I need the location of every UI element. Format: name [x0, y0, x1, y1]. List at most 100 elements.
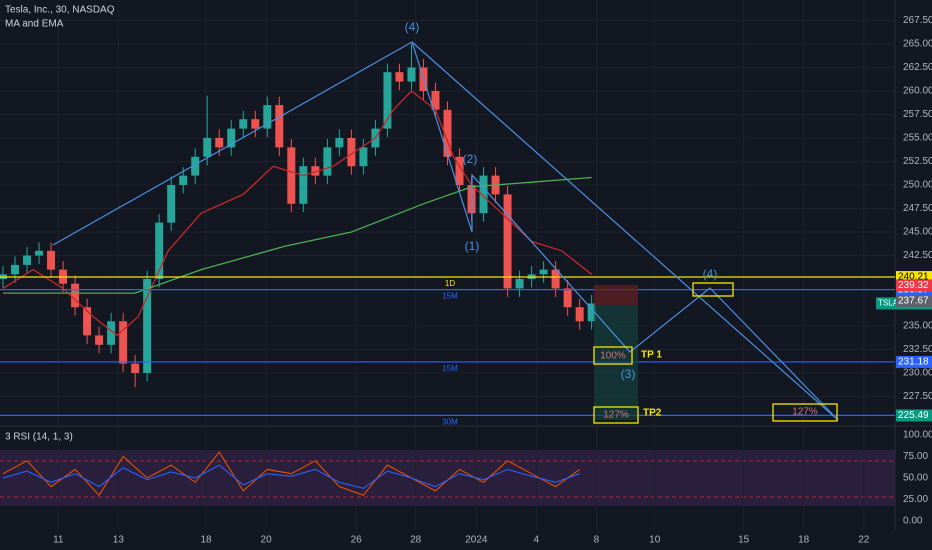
y-tick-label: 235.00: [903, 321, 932, 332]
symbol-label: TSLA: [878, 298, 899, 307]
candle-body: [551, 269, 560, 289]
level-label: 15M: [442, 364, 458, 373]
wave-label: (3): [621, 367, 636, 381]
candle-body: [359, 147, 368, 167]
target-label: TP2: [643, 408, 662, 419]
candle-body: [11, 264, 20, 275]
wave-lines: [52, 41, 839, 421]
moving-average: [3, 176, 592, 294]
x-tick-label: 20: [261, 535, 273, 546]
candle-body: [539, 269, 548, 275]
candle-body: [71, 283, 80, 308]
price-badge-label: 239.32: [898, 280, 929, 291]
candle-body: [455, 156, 464, 186]
candle-body: [395, 72, 404, 82]
x-tick-label: 10: [649, 535, 661, 546]
candle-body: [587, 303, 596, 322]
y-tick-label: 227.50: [903, 391, 932, 402]
candle-body: [179, 175, 188, 186]
candle-body: [131, 363, 140, 374]
candle-body: [47, 250, 56, 270]
x-tick-label: 15: [738, 535, 750, 546]
candle-body: [95, 335, 104, 345]
candle-body: [575, 307, 584, 322]
x-tick-label: 4: [534, 535, 540, 546]
level-label: 15M: [442, 292, 458, 301]
rsi-line: [2, 464, 580, 489]
price-badge: [896, 279, 932, 292]
candle-body: [287, 147, 296, 204]
x-tick-label: 22: [858, 535, 870, 546]
candle-body: [203, 138, 212, 157]
candle-body: [251, 119, 260, 129]
candle-body: [35, 250, 44, 256]
y-tick-label: 260.00: [903, 86, 932, 97]
wave-label: (1): [465, 239, 480, 253]
price-badge-label: 231.18: [898, 357, 929, 368]
symbol-badge: [876, 297, 896, 310]
candle-body: [515, 279, 524, 289]
boxes: [593, 282, 838, 424]
y-tick-label: 265.00: [903, 39, 932, 50]
price-badge: [896, 355, 932, 368]
rsi-tick-label: 75.00: [903, 451, 928, 462]
box: [593, 406, 639, 424]
candle-body: [275, 105, 284, 148]
candle-body: [503, 194, 512, 289]
box-label: 127%: [603, 410, 629, 421]
candle-body: [155, 222, 164, 280]
x-tick-label: 18: [798, 535, 810, 546]
y-tick-label: 242.50: [903, 250, 932, 261]
box-label: 100%: [600, 351, 626, 362]
candle-body: [239, 119, 248, 129]
rsi-tick-label: 100.00: [903, 430, 932, 441]
box-label: 127%: [792, 407, 818, 418]
y-tick-label: 255.00: [903, 133, 932, 144]
candle-body: [119, 321, 128, 364]
rsi-band: [0, 450, 895, 506]
candle-body: [383, 72, 392, 129]
box: [593, 346, 633, 365]
candle-body: [23, 255, 32, 265]
level-label: 1D: [445, 279, 455, 288]
candle-body: [263, 105, 272, 129]
y-tick-label: 250.00: [903, 180, 932, 191]
candle-body: [431, 90, 440, 110]
candle-body: [143, 279, 152, 374]
title: Tesla, Inc., 30, NASDAQ: [5, 5, 115, 16]
candle-body: [443, 109, 452, 157]
candle-body: [311, 166, 320, 176]
y-tick-label: 247.50: [903, 203, 932, 214]
rsi-line: [2, 451, 580, 497]
stop-zone: [594, 285, 638, 305]
x-tick-label: 13: [113, 535, 125, 546]
candle-body: [299, 166, 308, 204]
rsi-tick-label: 0.00: [903, 516, 923, 527]
candle-body: [323, 147, 332, 176]
candle-body: [347, 138, 356, 167]
y-tick-label: 232.50: [903, 344, 932, 355]
candle-body: [83, 307, 92, 336]
x-tick-label: 11: [53, 535, 64, 546]
candle-body: [107, 321, 116, 345]
price-badge: [896, 409, 932, 422]
candle-body: [191, 156, 200, 176]
price-axis-badges: 240.21238.87231.18225.49239.32237.41TSLA…: [876, 271, 932, 422]
candle-body: [479, 175, 488, 214]
price-badge: [896, 294, 932, 307]
profit-zone: [594, 305, 638, 420]
trend-line: [411, 41, 839, 421]
price-badge-label: 240.21: [898, 272, 929, 283]
candle-body: [167, 185, 176, 223]
wave-label: (2): [463, 152, 478, 166]
indicator: MA and EMA: [5, 19, 64, 30]
price-badge-label: 225.49: [898, 410, 929, 421]
box: [692, 282, 734, 297]
y-tick-label: 262.50: [903, 62, 932, 73]
rsi-tick-label: 25.00: [903, 494, 928, 505]
rsi-tick-label: 50.00: [903, 473, 928, 484]
target-label: TP 1: [641, 350, 662, 361]
y-tick-label: 230.00: [903, 368, 932, 379]
x-tick-label: 18: [200, 535, 212, 546]
y-tick-label: 267.50: [903, 15, 932, 26]
